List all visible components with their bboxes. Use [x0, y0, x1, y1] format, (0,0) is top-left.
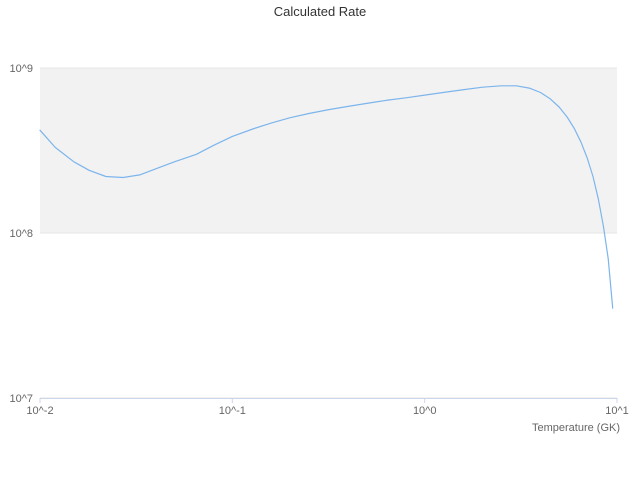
rate-line-series — [39, 85, 614, 309]
y-tick-label-2: 10^9 — [9, 63, 33, 75]
chart-title: Calculated Rate — [274, 4, 367, 19]
y-tick-label-1: 10^8 — [9, 228, 33, 240]
x-tick-label-2: 10^0 — [413, 405, 437, 417]
x-tick-label-1: 10^-1 — [219, 405, 246, 417]
x-tick-label-3: 10^1 — [605, 405, 629, 417]
alternate-band — [40, 68, 617, 233]
x-axis-title: Temperature (GK) — [532, 422, 620, 434]
y-tick-label-0: 10^7 — [9, 393, 33, 405]
x-tick-label-0: 10^-2 — [26, 405, 53, 417]
